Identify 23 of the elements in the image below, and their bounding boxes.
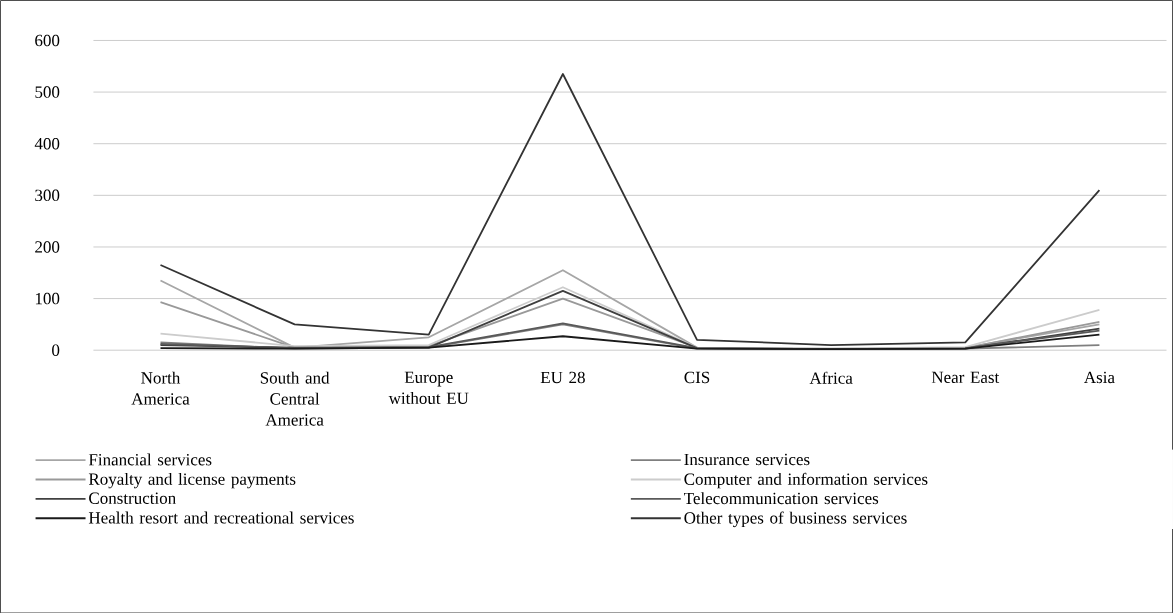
- y-tick-label: 200: [35, 240, 60, 253]
- legend-label: Financial services: [88, 453, 212, 466]
- x-tick-label: Africa: [809, 371, 853, 384]
- y-tick-label: 300: [35, 189, 60, 201]
- legend-label: Construction: [89, 492, 176, 504]
- legend-label: Other types of business services: [684, 511, 907, 527]
- x-tick-label: EU 28: [540, 371, 585, 383]
- x-tick-label: CIS: [684, 371, 710, 383]
- y-tick-label: 0: [52, 344, 60, 356]
- legend-label: Royalty and license payments: [88, 472, 296, 489]
- x-tick-label: North America: [131, 371, 190, 405]
- x-tick-label: Near East: [931, 371, 1000, 383]
- x-tick-label: South and Central America: [260, 371, 330, 426]
- legend-label: Insurance services: [684, 453, 810, 465]
- y-tick-label: 100: [35, 292, 60, 305]
- y-tick-label: 500: [35, 86, 60, 98]
- legend-label: Health resort and recreational services: [88, 511, 354, 524]
- y-tick-label: 400: [34, 137, 60, 150]
- legend-label: Telecommunication services: [684, 492, 879, 504]
- y-tick-label: 600: [35, 34, 60, 46]
- x-tick-label: Europe without EU: [388, 371, 469, 404]
- x-tick-label: Asia: [1084, 371, 1115, 383]
- legend-label: Computer and information services: [684, 472, 928, 489]
